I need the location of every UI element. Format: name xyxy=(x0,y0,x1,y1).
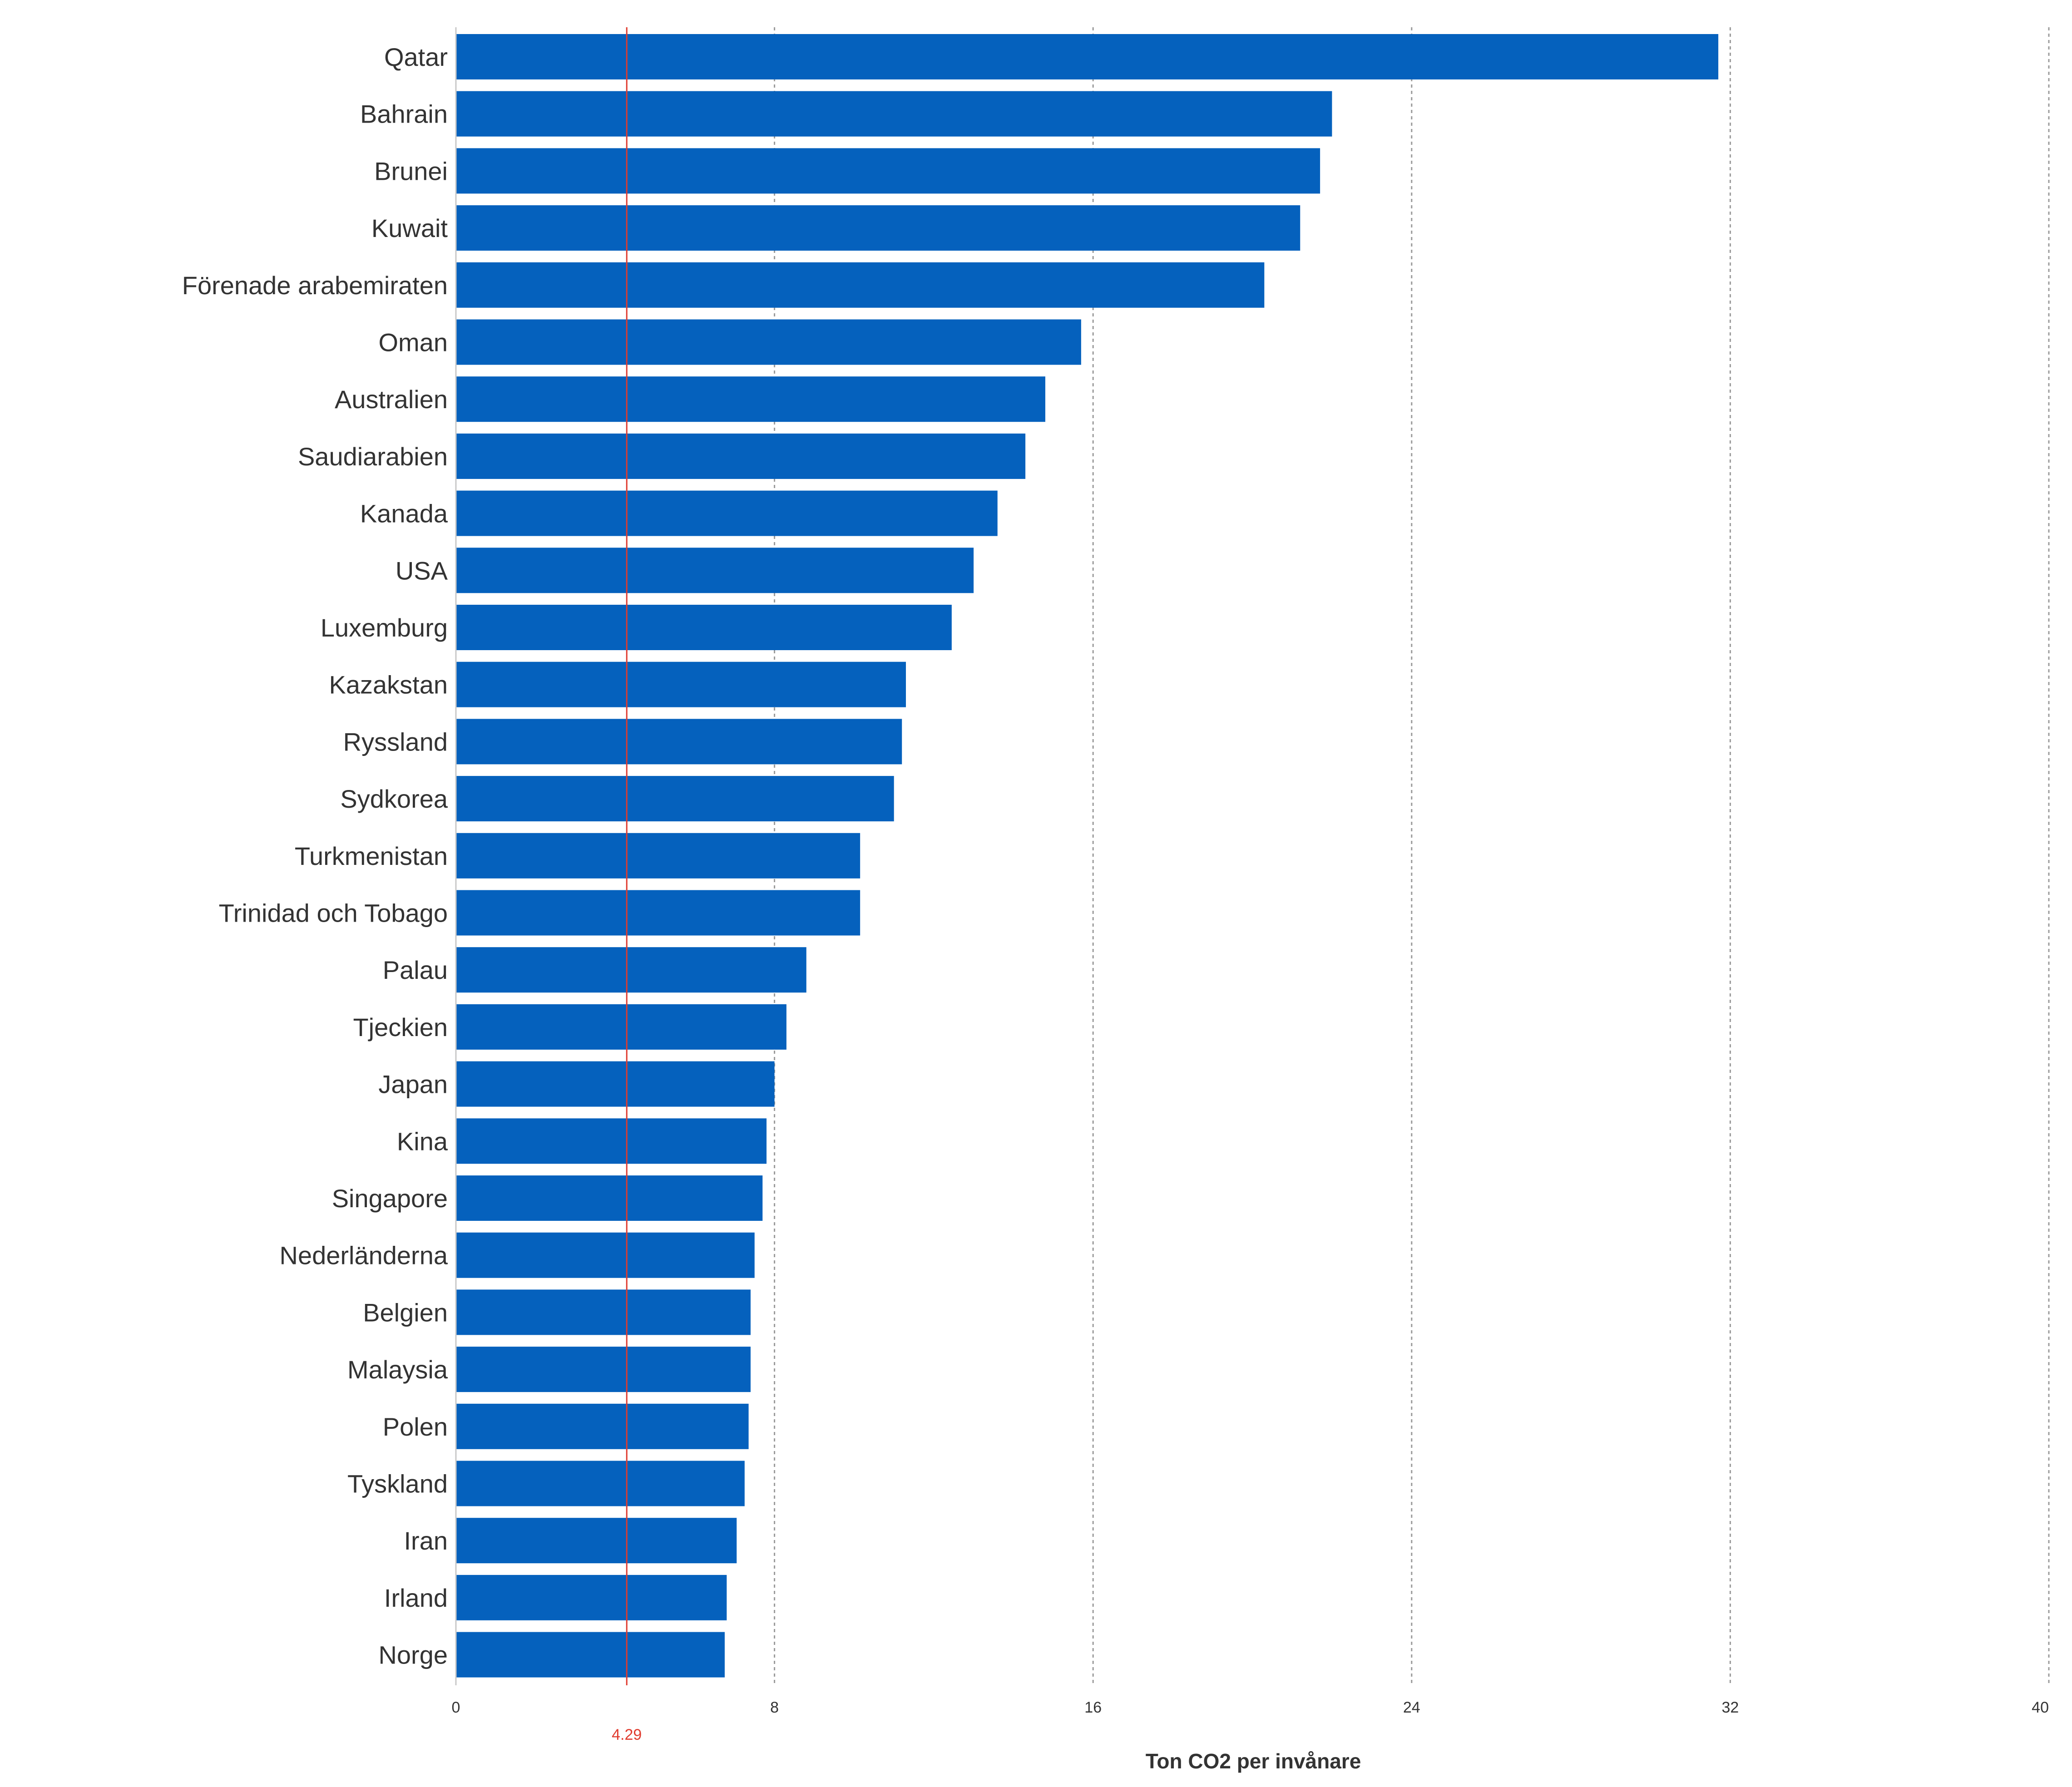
bar xyxy=(456,1518,737,1564)
bar xyxy=(456,490,998,536)
category-label: Kina xyxy=(397,1127,448,1155)
x-axis-title: Ton CO2 per invånare xyxy=(1146,1749,1361,1773)
category-label: Polen xyxy=(383,1412,448,1441)
bar xyxy=(456,1061,775,1107)
reference-line-label: 4.29 xyxy=(612,1726,642,1743)
category-label: Tyskland xyxy=(347,1470,448,1498)
reference-line-group: 4.29 xyxy=(612,27,642,1743)
category-label: Kanada xyxy=(360,499,448,528)
category-label: Palau xyxy=(383,956,448,984)
bar xyxy=(456,433,1026,479)
bar xyxy=(456,1289,751,1335)
bar xyxy=(456,548,974,593)
x-tick-label: 8 xyxy=(770,1699,779,1716)
bar xyxy=(456,1632,725,1678)
category-label: Turkmenistan xyxy=(295,842,448,870)
bar xyxy=(456,661,906,707)
category-label: Belgien xyxy=(363,1298,448,1327)
bar xyxy=(456,776,894,822)
category-label: Singapore xyxy=(332,1184,448,1213)
bar xyxy=(456,1403,749,1449)
bar xyxy=(456,1232,755,1278)
category-label: Oman xyxy=(379,328,448,357)
bar xyxy=(456,1461,745,1506)
x-tick-label: 32 xyxy=(1721,1699,1739,1716)
category-label: Tjeckien xyxy=(353,1013,448,1042)
category-label: Malaysia xyxy=(347,1355,448,1384)
category-label: Saudiarabien xyxy=(298,442,448,471)
category-label: Qatar xyxy=(384,43,448,71)
x-tick-label: 0 xyxy=(452,1699,460,1716)
bar xyxy=(456,1575,727,1620)
category-label: Australien xyxy=(335,385,448,414)
category-label: Förenade arabemiraten xyxy=(182,271,448,300)
bars xyxy=(456,34,1719,1678)
bar xyxy=(456,719,902,765)
category-label: Sydkorea xyxy=(340,785,448,813)
bar xyxy=(456,34,1719,79)
category-label: Ryssland xyxy=(343,727,448,756)
category-label: Japan xyxy=(378,1070,448,1099)
bar xyxy=(456,833,860,879)
category-label: Luxemburg xyxy=(321,613,448,642)
category-label: Irland xyxy=(384,1584,448,1612)
category-label: Kuwait xyxy=(371,214,448,242)
bar xyxy=(456,262,1265,308)
bar xyxy=(456,605,952,650)
x-tick-label: 24 xyxy=(1403,1699,1420,1716)
x-tick-label: 40 xyxy=(2032,1699,2049,1716)
x-axis-ticks: 0 8 16 24 32 40 xyxy=(452,1699,2049,1716)
category-label: Norge xyxy=(378,1641,448,1669)
bar xyxy=(456,947,806,993)
category-label: Iran xyxy=(404,1526,448,1555)
category-label: Kazakstan xyxy=(329,671,448,699)
bar xyxy=(456,319,1081,365)
bar xyxy=(456,1347,751,1392)
x-tick-label: 16 xyxy=(1084,1699,1102,1716)
bar xyxy=(456,148,1320,194)
category-label: Trinidad och Tobago xyxy=(219,899,448,928)
bar xyxy=(456,1118,767,1164)
category-labels: Qatar Bahrain Brunei Kuwait Förenade arabemi… xyxy=(182,43,448,1669)
category-label: Nederländerna xyxy=(280,1241,448,1270)
bar xyxy=(456,1175,763,1221)
bar xyxy=(456,890,860,936)
bar xyxy=(456,205,1301,251)
bar xyxy=(456,1004,786,1050)
category-label: USA xyxy=(396,556,448,585)
category-label: Brunei xyxy=(374,157,448,185)
bar xyxy=(456,376,1045,422)
bar xyxy=(456,91,1332,137)
category-label: Bahrain xyxy=(360,100,448,128)
